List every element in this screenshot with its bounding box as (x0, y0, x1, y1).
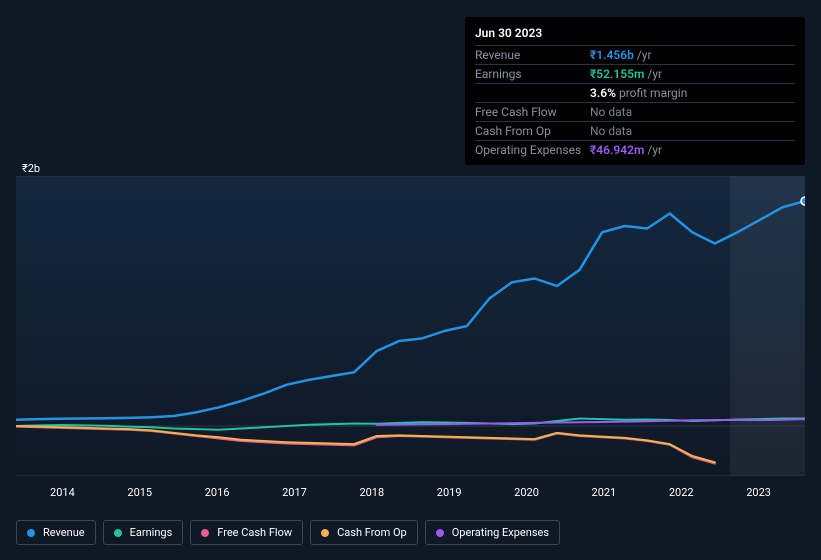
tooltip-row: Free Cash FlowNo data (475, 102, 795, 121)
legend-item[interactable]: Earnings (103, 520, 184, 545)
legend-item[interactable]: Operating Expenses (425, 520, 560, 545)
tooltip-row-value: ₹1.456b /yr (590, 48, 652, 62)
financials-chart: ₹2b₹0-₹400m 2014201520162017201820192020… (16, 160, 805, 490)
y-axis-label: ₹2b (22, 162, 40, 175)
x-axis-label: 2017 (282, 486, 307, 499)
legend-label: Free Cash Flow (217, 526, 292, 539)
legend-item[interactable]: Cash From Op (310, 520, 418, 545)
tooltip-row-value: ₹46.942m /yr (590, 143, 662, 157)
legend-dot-icon (201, 529, 209, 537)
x-axis-label: 2019 (437, 486, 462, 499)
tooltip-row-value: No data (590, 124, 632, 138)
x-axis-label: 2022 (669, 486, 694, 499)
tooltip-row-label (475, 86, 590, 100)
x-axis-label: 2015 (127, 486, 152, 499)
legend-dot-icon (114, 529, 122, 537)
chart-plot-area[interactable] (16, 176, 805, 476)
legend-item[interactable]: Free Cash Flow (190, 520, 303, 545)
x-axis-label: 2014 (50, 486, 75, 499)
tooltip-row: Earnings₹52.155m /yr (475, 64, 795, 83)
x-axis-label: 2018 (359, 486, 384, 499)
legend-dot-icon (436, 529, 444, 537)
tooltip-row: Revenue₹1.456b /yr (475, 45, 795, 64)
x-axis-label: 2023 (746, 486, 771, 499)
tooltip-row-value: 3.6% profit margin (590, 86, 687, 100)
tooltip-row: Cash From OpNo data (475, 121, 795, 140)
legend-label: Operating Expenses (452, 526, 549, 539)
legend-dot-icon (27, 529, 35, 537)
tooltip-date: Jun 30 2023 (475, 23, 795, 45)
tooltip-row-label: Cash From Op (475, 124, 590, 138)
x-axis-label: 2020 (514, 486, 539, 499)
x-axis-label: 2021 (592, 486, 617, 499)
tooltip-row-value: No data (590, 105, 632, 119)
tooltip-row-label: Revenue (475, 48, 590, 62)
chart-tooltip: Jun 30 2023 Revenue₹1.456b /yrEarnings₹5… (465, 17, 805, 165)
legend-label: Earnings (130, 526, 173, 539)
tooltip-row-label: Operating Expenses (475, 143, 590, 157)
tooltip-row: 3.6% profit margin (475, 83, 795, 102)
tooltip-row-value: ₹52.155m /yr (590, 67, 662, 81)
tooltip-row-label: Earnings (475, 67, 590, 81)
legend-dot-icon (321, 529, 329, 537)
legend-label: Cash From Op (337, 526, 407, 539)
tooltip-row-label: Free Cash Flow (475, 105, 590, 119)
legend-item[interactable]: Revenue (16, 520, 96, 545)
chart-legend: Revenue Earnings Free Cash Flow Cash From O… (16, 520, 560, 545)
tooltip-row: Operating Expenses₹46.942m /yr (475, 140, 795, 159)
x-axis-label: 2016 (205, 486, 230, 499)
legend-label: Revenue (43, 526, 85, 539)
